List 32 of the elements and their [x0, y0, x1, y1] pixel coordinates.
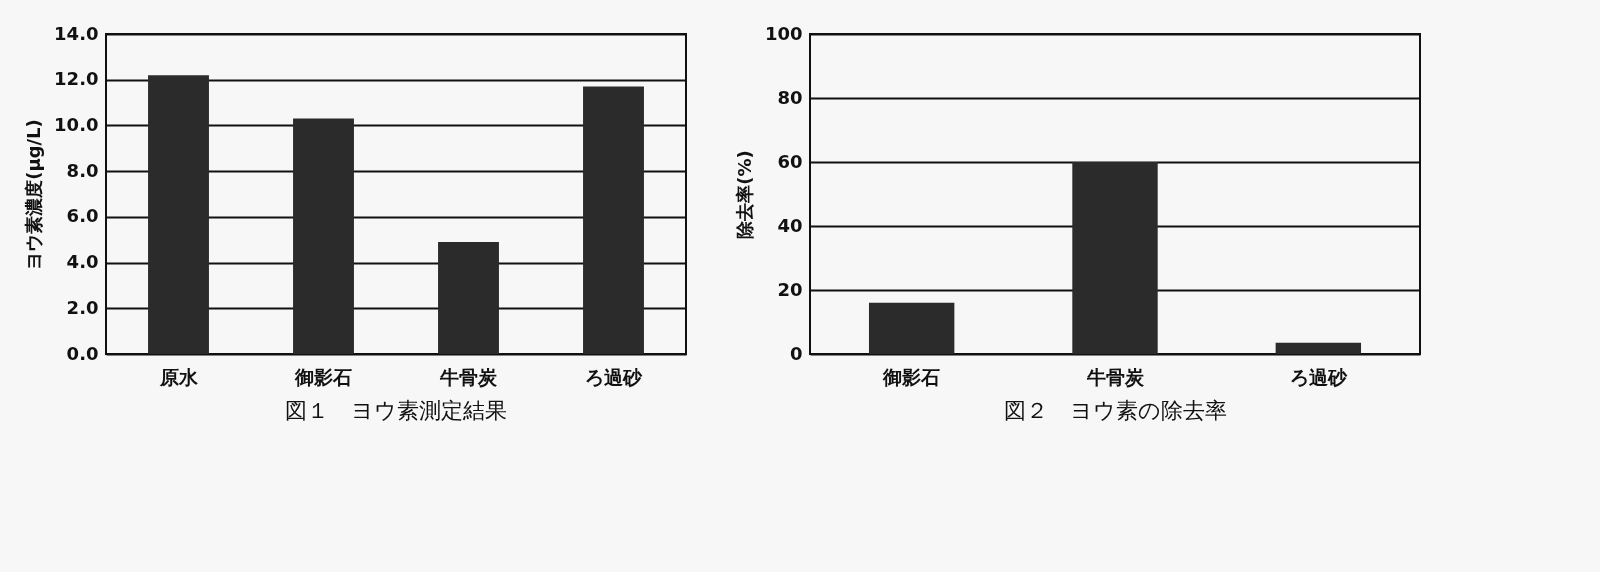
y-tick-label: 4.0 — [66, 251, 99, 273]
y-tick-label: 40 — [777, 214, 803, 236]
x-tick-label: 牛骨炭 — [1085, 365, 1145, 388]
text: 図２ ヨウ素の除去率 — [1003, 398, 1227, 423]
y-tick-label: 80 — [777, 86, 803, 108]
bar — [1275, 342, 1362, 354]
y-tick-label: 6.0 — [66, 205, 99, 227]
y-tick-label: 100 — [764, 22, 803, 44]
bar — [583, 86, 644, 354]
y-tick-label: 0 — [789, 342, 803, 364]
y-axis-title: 除去率(%) — [733, 150, 755, 239]
y-tick-label: 8.0 — [66, 159, 99, 181]
y-tick-label: 12.0 — [54, 68, 99, 90]
x-tick-label: 牛骨炭 — [439, 365, 498, 388]
bar — [438, 242, 499, 354]
x-tick-label: 原水 — [158, 365, 199, 388]
y-tick-label: 2.0 — [66, 296, 99, 318]
y-tick-label: 60 — [777, 150, 803, 172]
x-tick-label: ろ過砂 — [1289, 365, 1348, 388]
bar — [148, 75, 209, 354]
y-tick-label: 0.0 — [66, 342, 99, 364]
x-tick-label: 御影石 — [882, 365, 941, 388]
y-tick-label: 20 — [777, 278, 803, 300]
bar — [868, 302, 955, 354]
text: 図１ ヨウ素測定結果 — [285, 398, 507, 423]
y-tick-label: 14.0 — [54, 22, 99, 44]
y-tick-label: 10.0 — [54, 113, 99, 135]
x-tick-label: ろ過砂 — [585, 365, 643, 388]
bar — [293, 118, 354, 354]
x-tick-label: 御影石 — [294, 365, 352, 388]
bar — [1072, 162, 1158, 354]
y-axis-title: ヨウ素濃度(μg/L) — [23, 119, 45, 270]
